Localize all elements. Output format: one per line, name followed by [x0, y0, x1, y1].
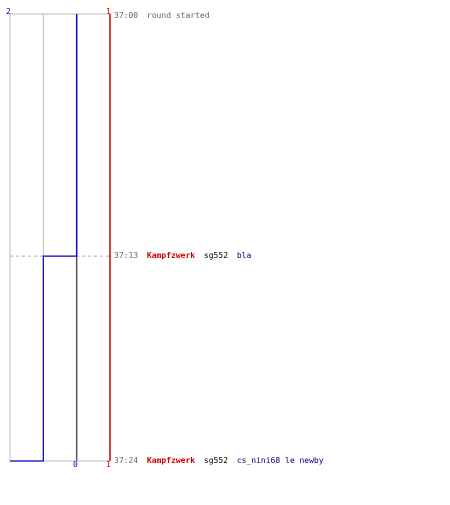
event-row: 37:00 round started: [114, 11, 210, 20]
event-weapon: sg552: [204, 251, 228, 260]
series-layer: [10, 14, 111, 462]
event-row: 37:24 Kampfzwerk sg552 cs_nini68 le newb…: [114, 456, 324, 465]
blue-team-series-line: [10, 14, 78, 462]
event-weapon: sg552: [204, 456, 228, 465]
event-row: 37:13 Kampfzwerk sg552 bla: [114, 251, 251, 260]
event-killer: Kampfzwerk: [147, 251, 195, 260]
event-time: 37:13: [114, 251, 138, 260]
label-layer: 2 1 0 1: [6, 7, 111, 469]
event-log: 37:00 round started 37:13 Kampfzwerk sg5…: [114, 11, 324, 465]
event-time: 37:24: [114, 456, 138, 465]
event-time: 37:00: [114, 11, 138, 20]
top-red-score-label: 1: [106, 7, 111, 16]
event-victim: bla: [237, 251, 252, 260]
event-text: round started: [147, 11, 210, 20]
bottom-blue-score-label: 0: [73, 460, 78, 469]
top-blue-score-label: 2: [6, 7, 11, 16]
event-victim: cs_nini68 le newby: [237, 456, 324, 465]
grid-layer: [9, 13, 112, 462]
event-killer: Kampfzwerk: [147, 456, 195, 465]
bottom-red-score-label: 1: [106, 460, 111, 469]
